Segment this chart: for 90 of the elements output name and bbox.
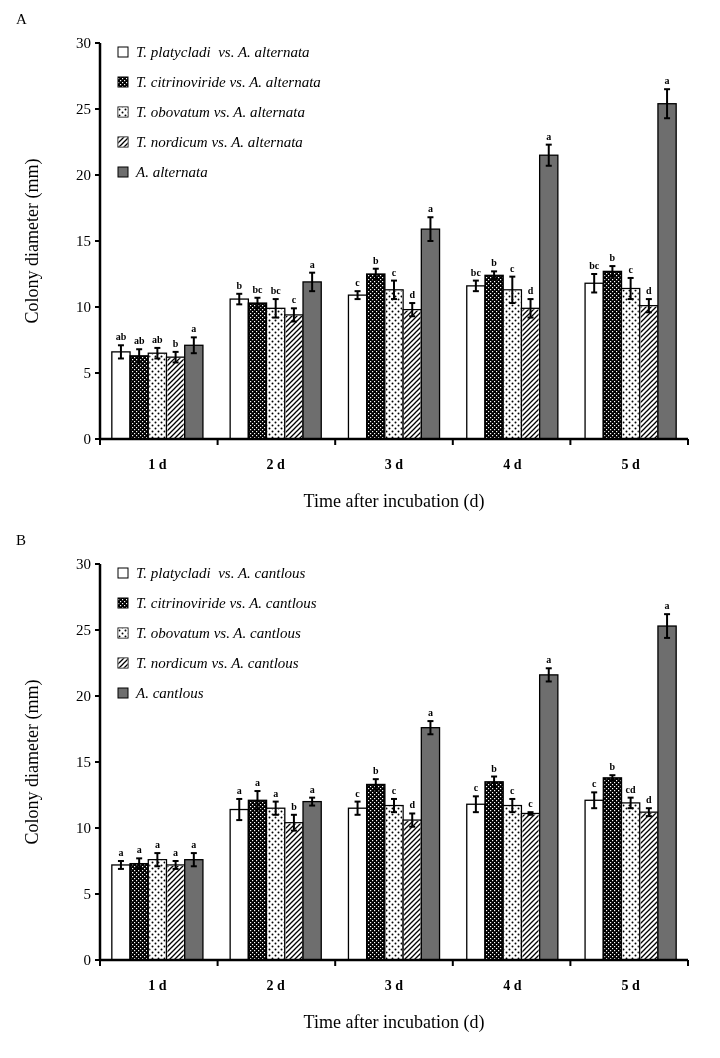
x-tick-label: 1 d bbox=[148, 457, 167, 472]
y-tick-label: 15 bbox=[76, 754, 91, 771]
data-label: cd bbox=[625, 783, 637, 795]
legend-label: T. citrinoviride vs. A. cantlous bbox=[136, 595, 317, 611]
data-label: b bbox=[491, 762, 498, 774]
data-label: c bbox=[591, 778, 597, 790]
data-label: b bbox=[291, 800, 298, 812]
data-label: a bbox=[173, 847, 179, 858]
data-label: c bbox=[510, 262, 516, 274]
y-tick-label: 30 bbox=[76, 556, 91, 573]
data-label: ab bbox=[115, 331, 127, 343]
data-label: d bbox=[409, 289, 416, 301]
data-label: a bbox=[309, 783, 315, 795]
data-label: b bbox=[172, 337, 179, 349]
data-label: a bbox=[254, 777, 260, 789]
y-axis-title: Colony diameter (mm) bbox=[22, 679, 43, 845]
data-label: b bbox=[609, 761, 616, 773]
data-label: d bbox=[646, 285, 653, 297]
y-tick-label: 10 bbox=[76, 820, 91, 837]
data-label: bc bbox=[252, 283, 264, 295]
data-label: ab bbox=[152, 333, 164, 345]
data-label: c bbox=[473, 782, 479, 794]
y-tick-label: 25 bbox=[76, 101, 91, 118]
data-label: c bbox=[628, 263, 634, 275]
data-label: a bbox=[546, 130, 552, 142]
data-label: d bbox=[409, 799, 416, 811]
y-tick-label: 30 bbox=[76, 35, 91, 52]
data-label: c bbox=[291, 294, 297, 306]
data-label: b bbox=[373, 254, 379, 266]
data-label: c bbox=[355, 277, 361, 289]
data-label: a bbox=[309, 258, 315, 270]
data-label: ab bbox=[133, 335, 145, 347]
legend-label: T. platycladi vs. A. alternata bbox=[136, 44, 310, 60]
legend-label: T. obovatum vs. A. alternata bbox=[136, 104, 306, 120]
x-tick-label: 5 d bbox=[621, 457, 640, 472]
data-label: b bbox=[491, 257, 498, 269]
y-tick-label: 0 bbox=[83, 431, 91, 448]
y-tick-label: 20 bbox=[76, 167, 91, 184]
data-label: b bbox=[236, 279, 243, 291]
chart-title: B bbox=[16, 532, 27, 548]
y-tick-label: 20 bbox=[76, 688, 91, 705]
legend-label: T. citrinoviride vs. A. alternata bbox=[136, 74, 321, 90]
y-tick-label: 25 bbox=[76, 622, 91, 639]
data-label: a bbox=[546, 654, 552, 666]
chart-title: A bbox=[16, 11, 27, 27]
legend-label: T. nordicum vs. A. alternata bbox=[136, 134, 303, 150]
data-label: d bbox=[646, 794, 653, 806]
data-label: a bbox=[191, 839, 197, 851]
x-tick-label: 4 d bbox=[503, 457, 522, 472]
legend-label: T. platycladi vs. A. cantlous bbox=[136, 565, 306, 581]
legend-label: T. obovatum vs. A. cantlous bbox=[136, 625, 302, 641]
y-tick-label: 0 bbox=[83, 952, 91, 969]
x-tick-label: 1 d bbox=[148, 978, 167, 993]
x-tick-label: 2 d bbox=[266, 978, 286, 993]
x-tick-label: 5 d bbox=[621, 978, 640, 993]
data-label: a bbox=[118, 847, 124, 858]
data-label: a bbox=[664, 75, 670, 87]
data-label: c bbox=[355, 787, 361, 799]
data-label: bc bbox=[589, 260, 600, 271]
data-label: d bbox=[527, 285, 534, 297]
data-label: a bbox=[427, 707, 433, 719]
data-label: c bbox=[391, 266, 397, 278]
data-label: c bbox=[510, 784, 516, 796]
data-label: a bbox=[136, 844, 142, 856]
data-label: b bbox=[373, 765, 379, 777]
data-label: a bbox=[236, 784, 242, 796]
x-axis-title: Time after incubation (d) bbox=[303, 491, 485, 512]
y-tick-label: 5 bbox=[83, 365, 91, 382]
data-label: bc bbox=[470, 266, 482, 278]
x-tick-label: 4 d bbox=[503, 978, 522, 993]
x-tick-label: 3 d bbox=[384, 457, 404, 472]
x-axis-title: Time after incubation (d) bbox=[303, 1012, 485, 1033]
legend-label: A. alternata bbox=[135, 164, 208, 180]
y-axis-title: Colony diameter (mm) bbox=[22, 158, 43, 324]
data-label: c bbox=[528, 798, 534, 810]
x-tick-label: 2 d bbox=[266, 457, 286, 472]
y-tick-label: 15 bbox=[76, 233, 91, 250]
data-label: a bbox=[154, 839, 160, 851]
legend-label: T. nordicum vs. A. cantlous bbox=[136, 655, 299, 671]
data-label: c bbox=[391, 784, 397, 796]
data-label: a bbox=[273, 787, 279, 799]
x-tick-label: 3 d bbox=[384, 978, 404, 993]
data-label: a bbox=[427, 203, 433, 215]
y-tick-label: 10 bbox=[76, 299, 91, 316]
data-label: bc bbox=[270, 285, 282, 297]
y-tick-label: 5 bbox=[83, 886, 91, 903]
data-label: b bbox=[609, 252, 616, 264]
data-label: a bbox=[664, 600, 670, 612]
data-label: a bbox=[191, 323, 197, 335]
legend-label: A. cantlous bbox=[135, 685, 204, 701]
